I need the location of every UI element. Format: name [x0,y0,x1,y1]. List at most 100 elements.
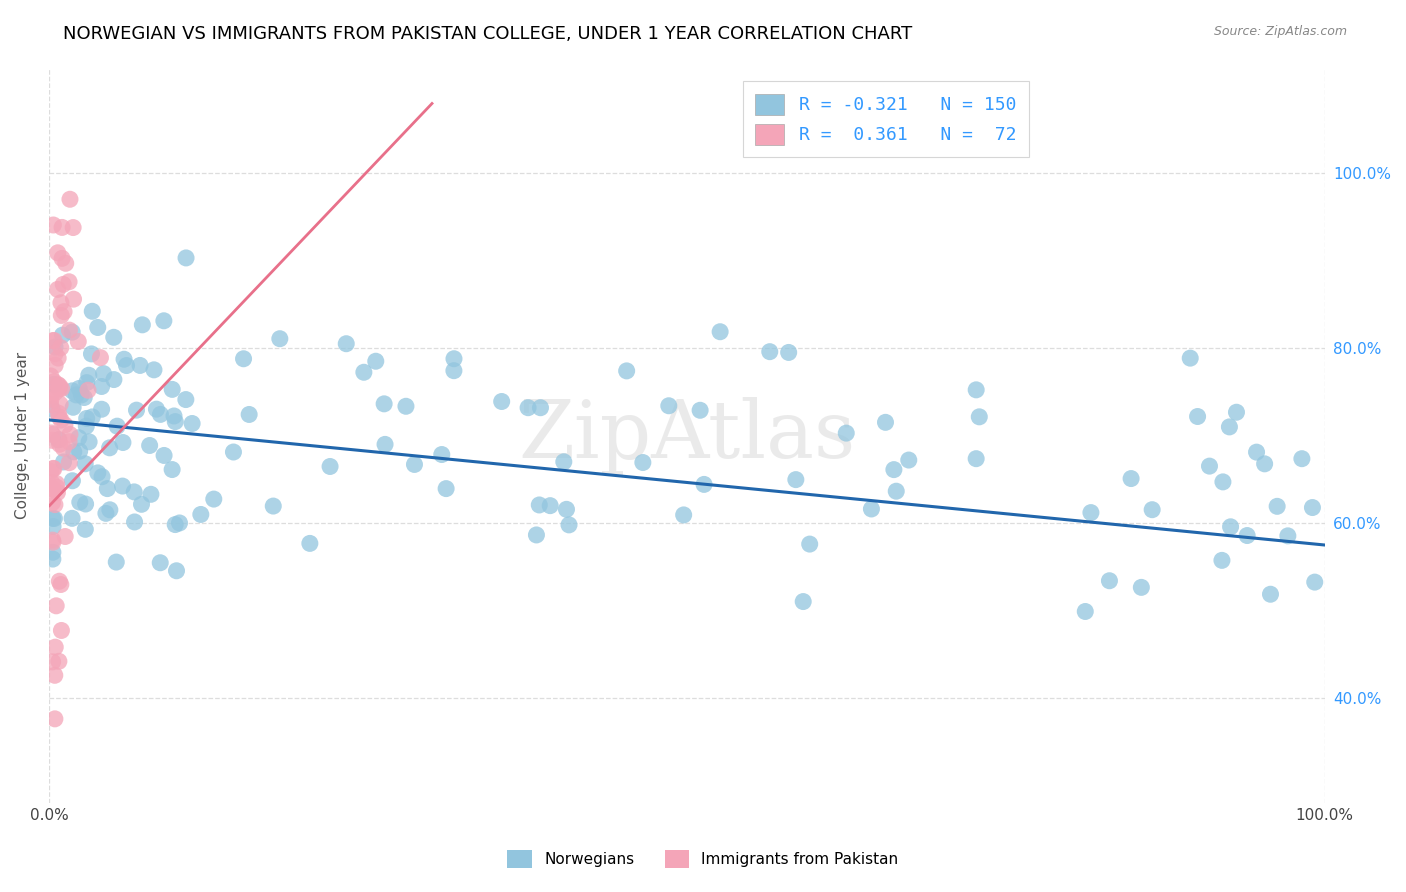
Point [49,577,72,591]
Point [46,377,69,392]
Point [153,314,176,328]
Point [526,528,548,542]
Point [115,359,138,373]
Point [59,427,82,442]
Point [58,323,80,337]
Point [45,599,67,613]
Point [269,332,291,346]
Point [60,384,83,398]
Point [77,383,100,397]
Point [165,415,187,429]
Point [67,431,90,445]
Point [42,545,65,559]
Point [42,552,65,566]
Point [1074,605,1097,619]
Point [1219,520,1241,534]
Point [70,388,93,402]
Point [44,358,66,372]
Point [41,533,63,548]
Point [238,408,260,422]
Point [90,402,112,417]
Point [689,403,711,417]
Point [129,359,152,373]
Point [1198,459,1220,474]
Point [1119,472,1142,486]
Point [46,282,69,296]
Point [138,438,160,452]
Point [145,402,167,417]
Point [160,462,183,476]
Point [1291,451,1313,466]
Point [51,252,73,266]
Point [89,351,111,365]
Point [1130,580,1153,594]
Point [165,517,187,532]
Point [51,220,73,235]
Point [53,304,76,318]
Point [122,484,145,499]
Point [48,574,70,589]
Point [558,517,581,532]
Point [897,453,920,467]
Point [335,336,357,351]
Point [166,564,188,578]
Point [42,511,65,525]
Point [799,537,821,551]
Point [41,655,63,669]
Point [149,408,172,422]
Point [298,536,321,550]
Point [52,455,75,469]
Point [105,419,128,434]
Point [67,334,90,349]
Point [631,456,654,470]
Point [48,654,70,668]
Point [111,479,134,493]
Point [430,448,453,462]
Point [434,482,457,496]
Point [1277,529,1299,543]
Point [59,192,82,206]
Point [1265,500,1288,514]
Point [538,499,561,513]
Point [62,220,84,235]
Point [319,459,342,474]
Point [778,345,800,359]
Point [62,474,84,488]
Point [190,508,212,522]
Point [93,367,115,381]
Point [374,437,396,451]
Point [75,457,97,471]
Point [87,466,110,480]
Point [616,364,638,378]
Point [49,295,72,310]
Point [82,409,104,424]
Point [1212,475,1234,489]
Point [111,435,134,450]
Point [96,482,118,496]
Point [529,498,551,512]
Point [49,397,72,411]
Point [39,398,62,412]
Point [90,379,112,393]
Point [69,495,91,509]
Point [41,495,63,509]
Point [75,497,97,511]
Point [42,218,65,232]
Point [60,511,83,525]
Point [82,304,104,318]
Point [73,391,96,405]
Point [105,555,128,569]
Point [48,406,70,420]
Point [1218,420,1240,434]
Point [44,346,66,360]
Text: ZipAtlas: ZipAtlas [519,397,856,475]
Point [45,480,67,494]
Point [48,433,70,447]
Point [555,502,578,516]
Point [1303,575,1326,590]
Point [52,277,75,292]
Y-axis label: College, Under 1 year: College, Under 1 year [15,352,30,519]
Point [58,456,80,470]
Point [77,434,100,449]
Point [39,368,62,383]
